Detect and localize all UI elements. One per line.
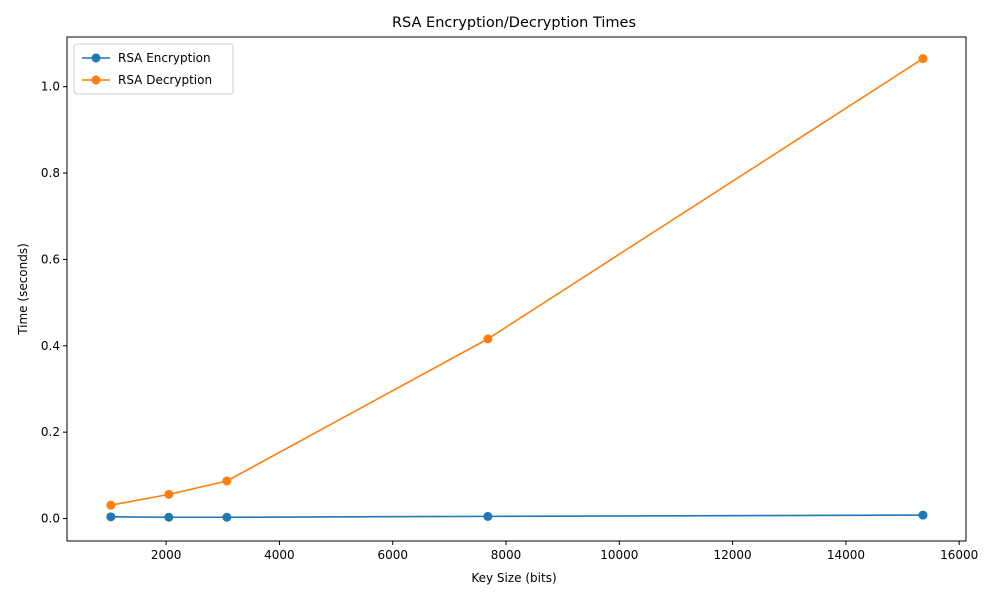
legend-label: RSA Encryption xyxy=(118,51,211,65)
plot-area xyxy=(66,36,967,542)
rsa-encryption-point xyxy=(918,510,928,520)
x-axis-label: Key Size (bits) xyxy=(471,571,556,585)
y-tick-label: 0.2 xyxy=(41,425,60,439)
rsa-decryption-point xyxy=(164,489,174,499)
x-tick-label: 2000 xyxy=(151,548,182,562)
x-tick-label: 4000 xyxy=(264,548,295,562)
x-tick-label: 6000 xyxy=(377,548,408,562)
y-tick-label: 0.6 xyxy=(41,252,60,266)
x-axis: 2000 4000 6000 8000 10000 12000 14000 16000 xyxy=(151,541,978,562)
legend: RSA Encryption RSA Decryption xyxy=(73,43,234,95)
legend-swatch-marker xyxy=(91,75,101,85)
y-axis: 0.0 0.2 0.4 0.6 0.8 1.0 xyxy=(41,80,67,526)
series-layer xyxy=(106,54,928,522)
rsa-encryption-point xyxy=(483,511,493,521)
rsa-decryption-line xyxy=(110,57,924,506)
x-tick-label: 8000 xyxy=(491,548,522,562)
rsa-encryption-point xyxy=(106,512,116,522)
x-tick-label: 12000 xyxy=(714,548,752,562)
y-tick-label: 0.4 xyxy=(41,339,60,353)
x-tick-label: 16000 xyxy=(940,548,978,562)
rsa-decryption-point xyxy=(918,54,928,64)
rsa-encryption-point xyxy=(222,512,232,522)
legend-swatch-marker xyxy=(91,53,101,63)
legend-label: RSA Decryption xyxy=(118,73,212,87)
legend-box xyxy=(73,43,234,95)
y-axis-label: Time (seconds) xyxy=(16,243,30,336)
x-tick-label: 10000 xyxy=(600,548,638,562)
rsa-decryption-point xyxy=(222,476,232,486)
rsa-decryption-point xyxy=(106,500,116,510)
y-tick-label: 0.8 xyxy=(41,166,60,180)
y-tick-label: 0.0 xyxy=(41,512,60,526)
chart-title: RSA Encryption/Decryption Times xyxy=(392,15,636,31)
x-tick-label: 14000 xyxy=(827,548,865,562)
rsa-encryption-line xyxy=(110,514,923,519)
rsa-decryption-point xyxy=(483,334,493,344)
rsa-encryption-point xyxy=(164,512,174,522)
y-tick-label: 1.0 xyxy=(41,80,60,94)
